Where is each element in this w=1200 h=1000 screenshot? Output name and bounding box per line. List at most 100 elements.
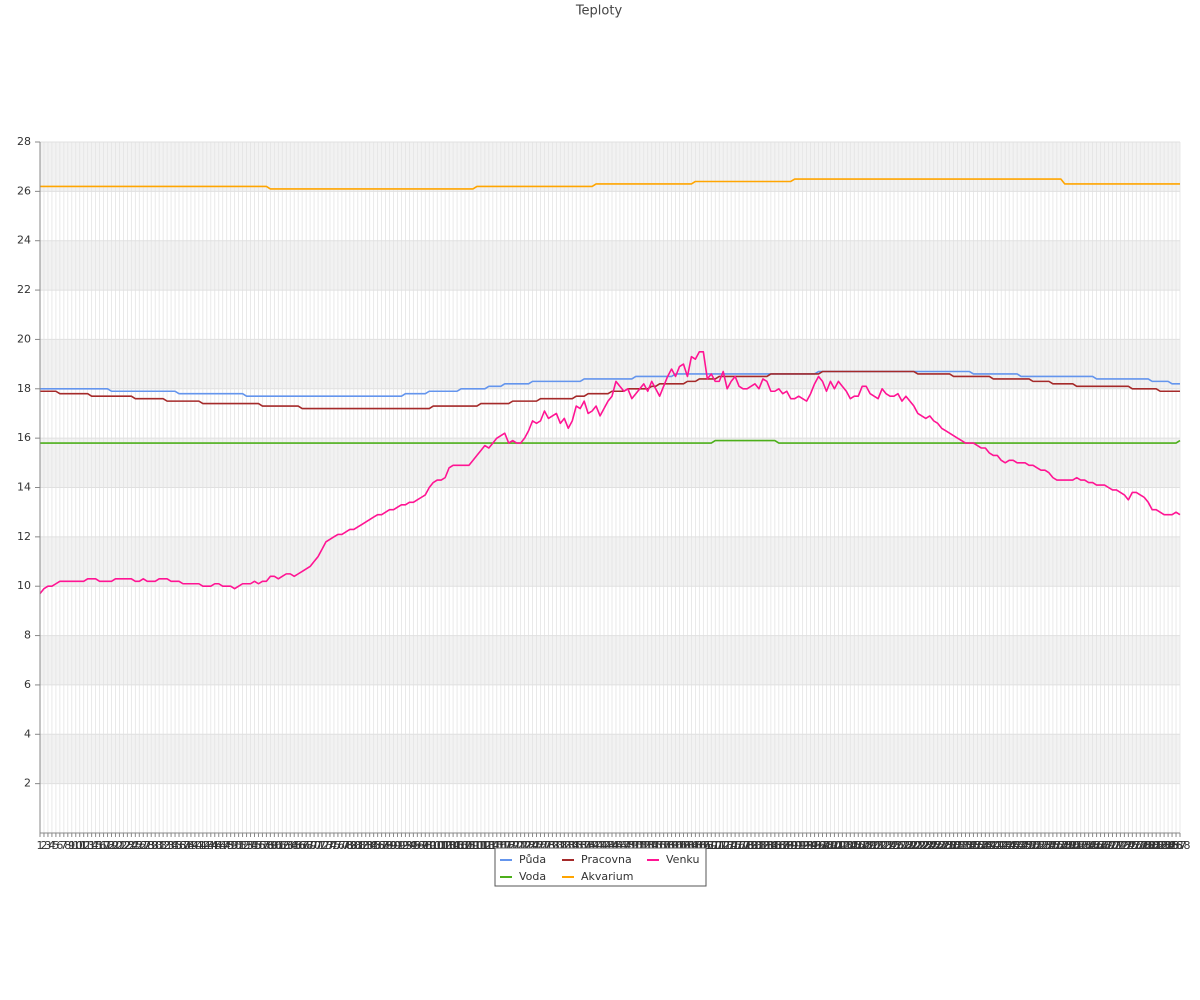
x-tick-label: 35 — [168, 839, 182, 852]
x-tick-label: 204 — [836, 839, 857, 852]
x-tick-label: 173 — [713, 839, 734, 852]
x-tick-label: 280 — [1138, 839, 1159, 852]
x-tick-label: 102 — [431, 839, 452, 852]
x-tick-label: 55 — [247, 839, 261, 852]
x-tick-label: 109 — [458, 839, 479, 852]
legend-label: Venku — [666, 853, 699, 866]
x-tick-label: 92 — [394, 839, 408, 852]
x-tick-label: 100 — [423, 839, 444, 852]
x-tick-label: 230 — [939, 839, 960, 852]
x-tick-label: 288 — [1170, 839, 1191, 852]
x-tick-label: 22 — [116, 839, 130, 852]
x-tick-label: 247 — [1007, 839, 1028, 852]
x-tick-label: 66 — [291, 839, 305, 852]
x-tick-label: 30 — [148, 839, 162, 852]
x-tick-label: 32 — [156, 839, 170, 852]
x-tick-label: 201 — [824, 839, 845, 852]
y-tick-label: 8 — [24, 629, 31, 642]
x-tick-label: 2 — [40, 839, 47, 852]
x-tick-label: 198 — [812, 839, 833, 852]
x-tick-label: 23 — [120, 839, 134, 852]
x-tick-label: 193 — [792, 839, 813, 852]
grid-band — [40, 438, 1180, 488]
x-tick-label: 114 — [478, 839, 499, 852]
x-tick-label: 252 — [1027, 839, 1048, 852]
x-tick-label: 33 — [160, 839, 174, 852]
x-tick-label: 231 — [943, 839, 964, 852]
x-tick-label: 249 — [1015, 839, 1036, 852]
x-tick-label: 269 — [1094, 839, 1115, 852]
x-tick-label: 271 — [1102, 839, 1123, 852]
x-tick-label: 9 — [68, 839, 75, 852]
x-tick-label: 91 — [390, 839, 404, 852]
x-tick-label: 219 — [895, 839, 916, 852]
x-tick-label: 213 — [872, 839, 893, 852]
x-tick-label: 59 — [263, 839, 277, 852]
grid-band — [40, 240, 1180, 291]
x-tick-label: 62 — [275, 839, 289, 852]
legend-label: Půda — [519, 853, 546, 866]
x-tick-label: 113 — [474, 839, 495, 852]
grid-band — [40, 635, 1180, 685]
x-tick-label: 267 — [1086, 839, 1107, 852]
x-tick-label: 50 — [228, 839, 242, 852]
x-tick-label: 262 — [1066, 839, 1087, 852]
x-tick-label: 175 — [721, 839, 742, 852]
x-tick-label: 172 — [709, 839, 730, 852]
x-tick-label: 257 — [1046, 839, 1067, 852]
x-tick-label: 27 — [136, 839, 150, 852]
x-tick-label: 189 — [776, 839, 797, 852]
x-tick-label: 76 — [331, 839, 345, 852]
x-tick-label: 208 — [852, 839, 873, 852]
y-tick-label: 22 — [17, 283, 31, 296]
x-tick-label: 236 — [963, 839, 984, 852]
x-tick-label: 61 — [271, 839, 285, 852]
x-tick-label: 108 — [455, 839, 476, 852]
x-tick-label: 241 — [983, 839, 1004, 852]
x-tick-label: 5 — [52, 839, 59, 852]
series-line — [40, 370, 1180, 410]
x-tick-label: 110 — [462, 839, 483, 852]
x-tick-label: 89 — [383, 839, 397, 852]
legend-label: Akvarium — [581, 870, 633, 883]
x-tick-label: 181 — [744, 839, 765, 852]
x-tick-label: 227 — [927, 839, 948, 852]
x-tick-label: 7 — [60, 839, 67, 852]
x-tick-label: 176 — [725, 839, 746, 852]
x-tick-label: 72 — [315, 839, 329, 852]
series-line — [39, 350, 1181, 595]
x-tick-label: 194 — [796, 839, 817, 852]
x-tick-label: 245 — [999, 839, 1020, 852]
x-tick-label: 112 — [470, 839, 491, 852]
chart-title: Teploty — [575, 4, 623, 19]
x-tick-label: 46 — [212, 839, 226, 852]
x-tick-label: 282 — [1146, 839, 1167, 852]
x-tick-label: 10 — [69, 839, 83, 852]
x-tick-label: 207 — [848, 839, 869, 852]
x-tick-label: 279 — [1134, 839, 1155, 852]
x-tick-label: 250 — [1019, 839, 1040, 852]
x-tick-label: 98 — [418, 839, 432, 852]
x-tick-label: 222 — [907, 839, 928, 852]
y-tick-label: 4 — [24, 727, 31, 740]
legend: Půda Voda Pracovna Akvarium Venku — [494, 847, 707, 887]
x-tick-label: 177 — [729, 839, 750, 852]
axes: 2468101214161820222426281234567891011121… — [17, 135, 1191, 852]
x-tick-label: 64 — [283, 839, 297, 852]
legend-box — [494, 847, 707, 887]
x-tick-label: 44 — [204, 839, 218, 852]
x-tick-label: 103 — [435, 839, 456, 852]
x-tick-label: 259 — [1054, 839, 1075, 852]
x-tick-label: 242 — [987, 839, 1008, 852]
grid-band — [40, 536, 1180, 587]
grid-band — [40, 339, 1180, 389]
x-tick-label: 78 — [339, 839, 353, 852]
x-tick-label: 45 — [208, 839, 222, 852]
x-tick-label: 41 — [192, 839, 206, 852]
x-tick-label: 200 — [820, 839, 841, 852]
x-tick-label: 258 — [1050, 839, 1071, 852]
x-tick-label: 101 — [427, 839, 448, 852]
x-tick-label: 186 — [764, 839, 785, 852]
x-tick-label: 233 — [951, 839, 972, 852]
x-tick-label: 223 — [911, 839, 932, 852]
